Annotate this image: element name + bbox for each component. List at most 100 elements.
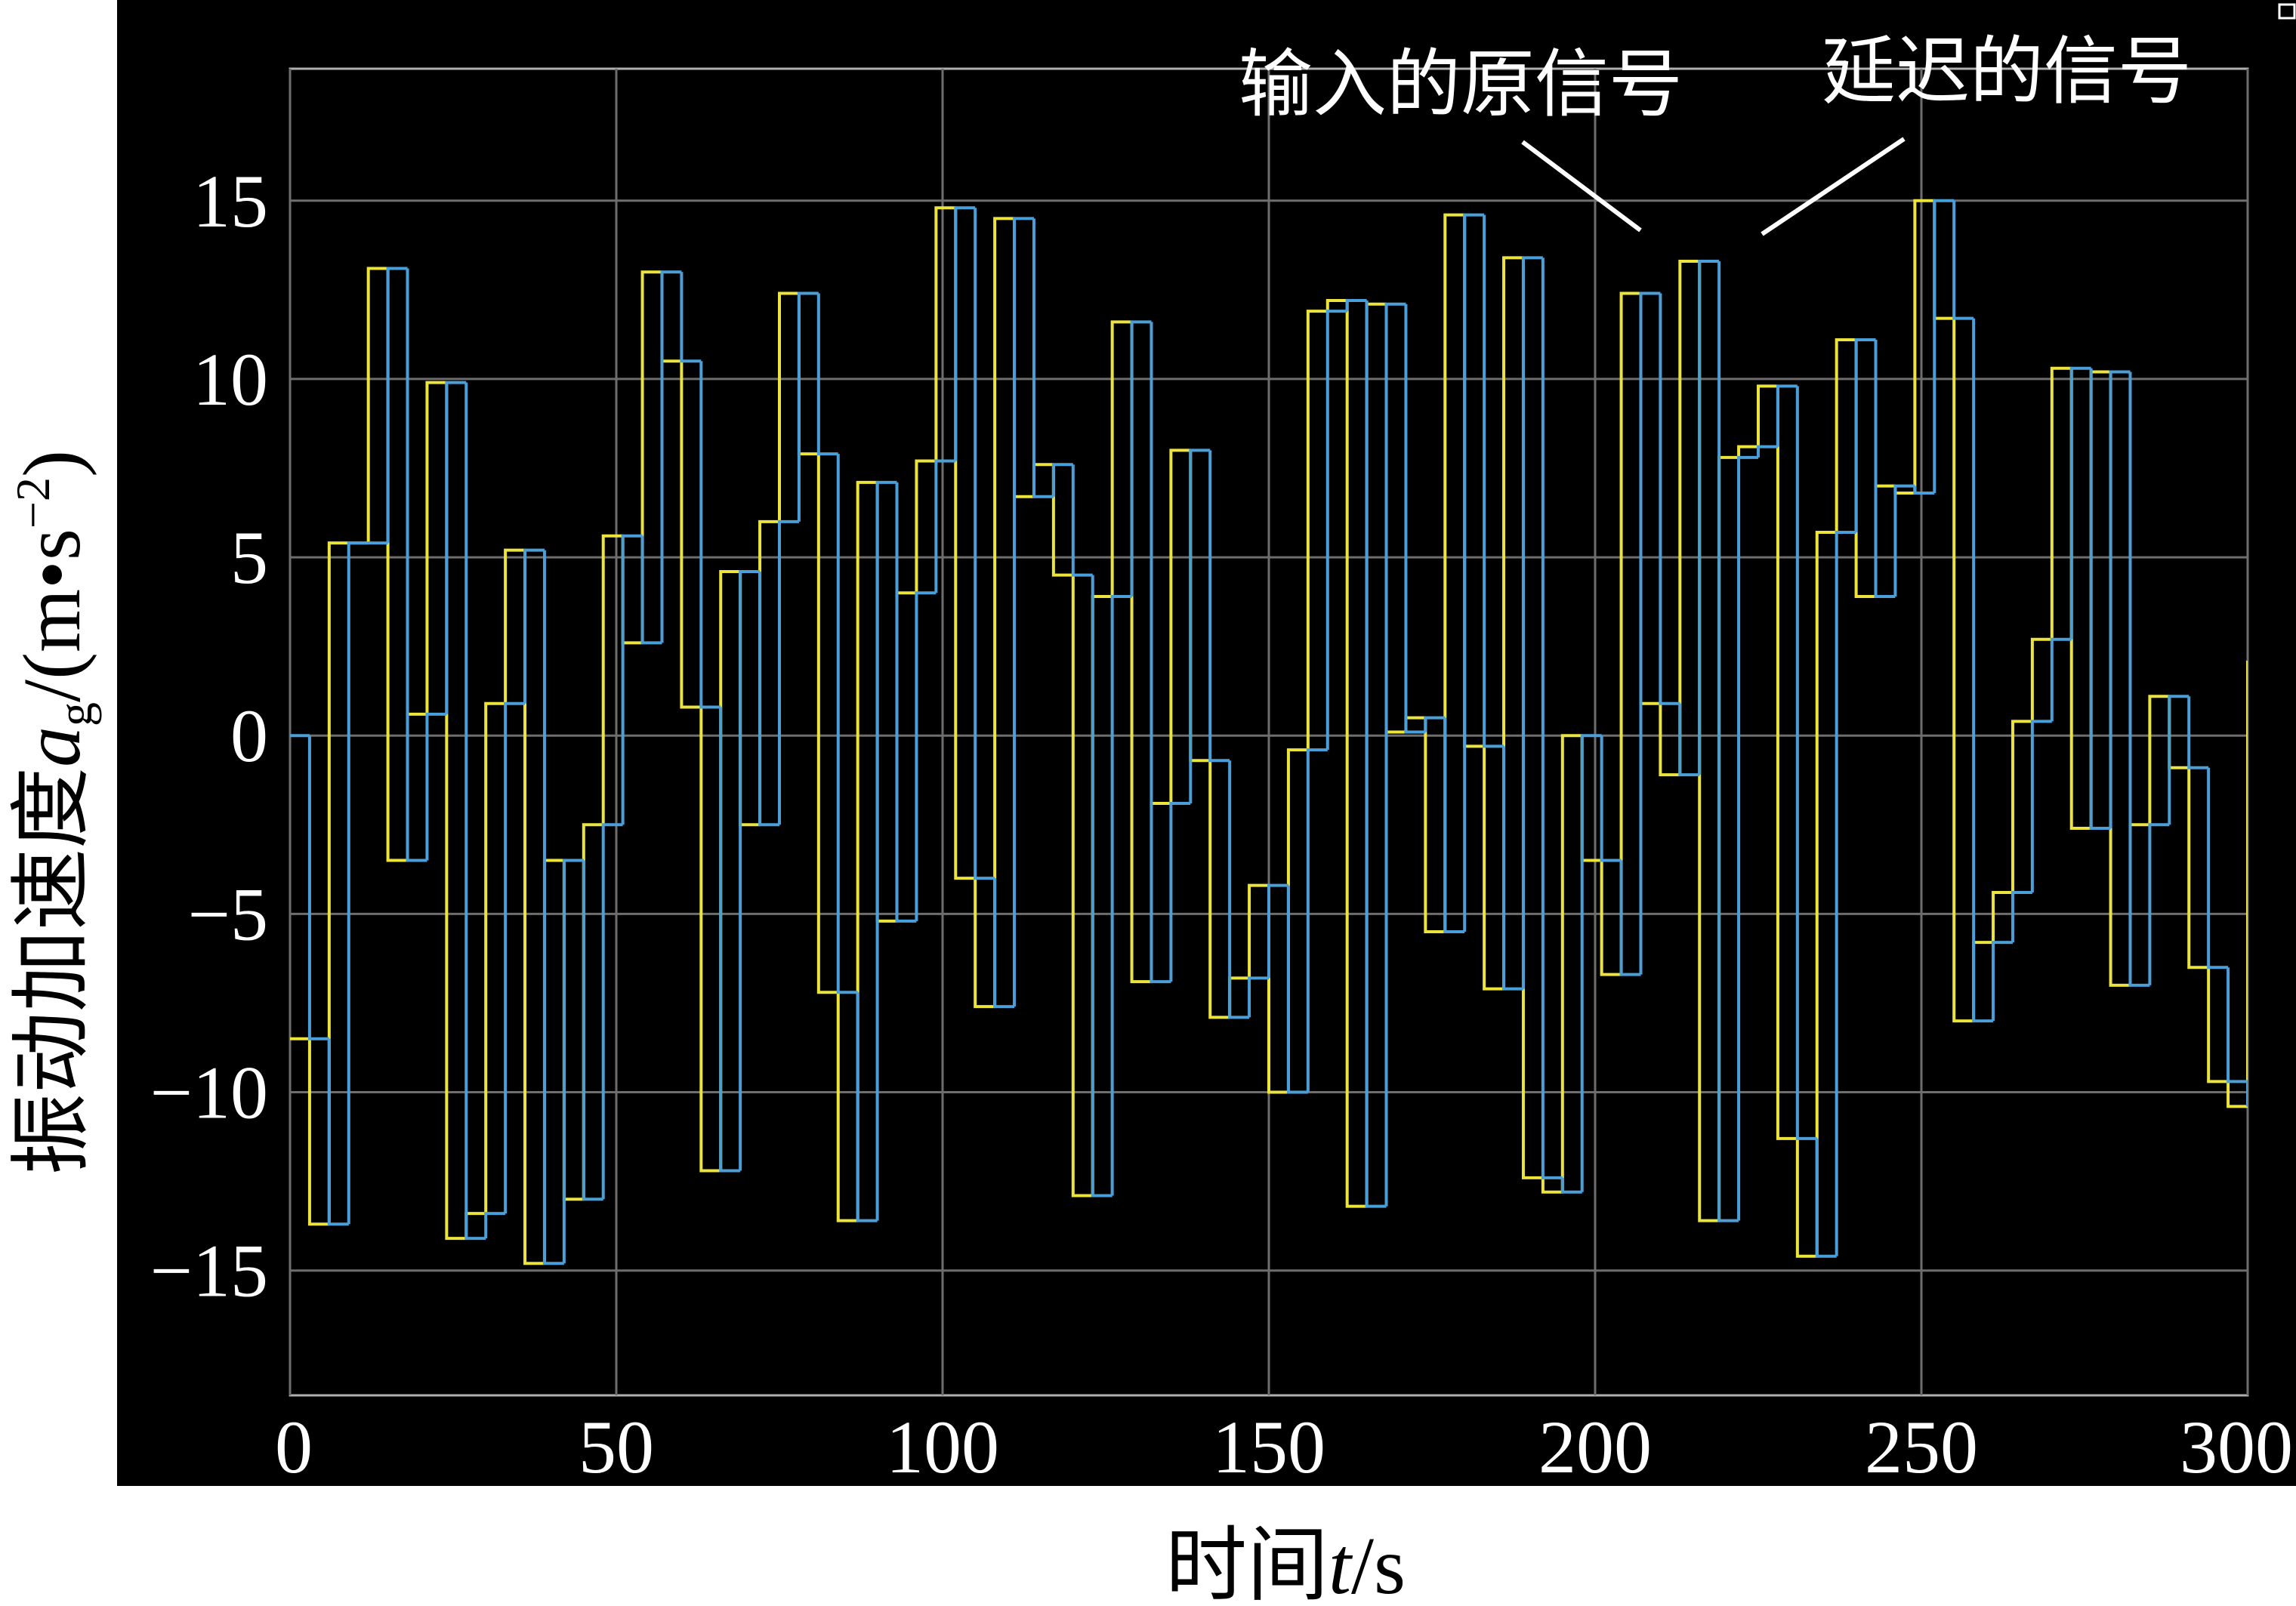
step-segment: [1795, 386, 1817, 1140]
step-segment: [307, 1038, 329, 1226]
step-segment: [2168, 695, 2190, 825]
y-tick-label: 0: [230, 694, 268, 778]
step-segment: [1502, 746, 1523, 991]
step-segment: [1913, 485, 1935, 495]
step-segment: [1619, 860, 1641, 976]
step-segment: [1208, 450, 1230, 763]
step-segment: [1815, 1138, 1837, 1258]
y-label-close: ): [8, 450, 97, 477]
step-segment: [1913, 199, 1935, 494]
step-segment: [1795, 1138, 1817, 1258]
step-segment: [2011, 891, 2032, 943]
step-segment: [640, 270, 662, 643]
step-segment: [1560, 734, 1582, 1192]
step-segment: [993, 217, 1015, 1007]
step-segment: [1483, 214, 1504, 748]
step-segment: [1208, 760, 1230, 1019]
step-segment: [1032, 218, 1054, 498]
annotation: 延迟的信号: [1822, 29, 2192, 115]
step-segment: [1443, 213, 1465, 932]
step-segment: [2227, 967, 2248, 1084]
step-segment: [2187, 767, 2209, 969]
step-segment: [1952, 318, 1974, 1023]
y-axis-label: 振动加速度ag/(m•s−2): [6, 450, 102, 1175]
step-segment: [974, 208, 995, 880]
step-segment: [582, 860, 603, 1201]
step-segment: [1424, 717, 1446, 933]
step-segment: [816, 293, 838, 456]
step-segment: [699, 361, 721, 709]
annotation-pointer: [1761, 137, 1906, 236]
annotation-pointer: [1521, 140, 1642, 233]
step-segment: [934, 206, 956, 461]
step-segment: [2030, 720, 2052, 893]
step-segment: [2030, 637, 2052, 722]
step-segment: [1325, 310, 1347, 751]
step-segment: [523, 548, 545, 704]
series: [290, 199, 2248, 1265]
step-segment: [307, 735, 329, 1040]
step-segment: [1541, 1177, 1563, 1194]
y-label-unit: /(m•s: [8, 529, 97, 702]
step-segment: [934, 459, 956, 593]
step-segment: [1110, 320, 1132, 597]
y-tick-label: 15: [193, 159, 268, 243]
step-segment: [974, 878, 995, 1009]
step-segment: [680, 361, 702, 709]
step-segment: [797, 291, 819, 522]
step-segment: [699, 707, 721, 1173]
step-segment: [993, 878, 1015, 1009]
step-segment: [1854, 338, 1876, 533]
step-segment: [1737, 445, 1758, 458]
step-segment: [542, 550, 564, 1265]
step-segment: [601, 823, 623, 1200]
x-axis-label: 时间t/s: [1165, 1521, 1406, 1606]
step-segment: [1110, 595, 1132, 1196]
step-segment: [386, 267, 408, 544]
step-segment: [464, 382, 486, 1241]
step-segment: [1600, 735, 1622, 862]
step-segment: [523, 550, 545, 1265]
step-segment: [2227, 1081, 2248, 1108]
step-segment: [1071, 464, 1093, 577]
step-segment: [1286, 885, 1308, 1094]
step-segment: [778, 519, 799, 825]
step-segment: [2069, 366, 2091, 640]
step-segment: [2207, 967, 2229, 1084]
y-label-subscript: g: [48, 702, 102, 726]
step-segment: [915, 591, 937, 921]
step-segment: [1169, 449, 1191, 803]
step-segment: [1560, 1177, 1582, 1194]
step-segment: [1248, 883, 1269, 979]
step-segment: [327, 541, 349, 1225]
step-segment: [1992, 941, 2013, 1022]
step-segment: [660, 270, 682, 643]
step-segment: [1228, 760, 1250, 1019]
step-segment: [856, 992, 878, 1222]
step-segment: [2089, 368, 2111, 831]
step-segment: [1639, 291, 1661, 975]
step-segment: [1659, 703, 1680, 777]
x-label-unit: /s: [1351, 1521, 1406, 1606]
step-segment: [816, 454, 838, 994]
step-segment: [836, 454, 858, 994]
step-segment: [1051, 463, 1073, 497]
step-segment: [484, 1212, 506, 1239]
step-segment: [1306, 310, 1328, 751]
step-segment: [856, 480, 878, 1221]
step-segment: [1463, 213, 1485, 932]
step-segment: [1972, 318, 1994, 1023]
step-segment: [2187, 696, 2209, 769]
step-segment: [445, 381, 467, 714]
step-segment: [1071, 575, 1093, 1198]
step-segment: [1521, 256, 1543, 989]
step-segment: [2207, 767, 2229, 969]
step-segment: [739, 569, 761, 1171]
step-segment: [1580, 734, 1602, 1192]
step-segment: [895, 482, 917, 923]
step-segment: [1659, 293, 1680, 705]
step-segment: [954, 206, 976, 461]
step-segment: [1443, 717, 1465, 933]
step-segment: [2148, 695, 2170, 825]
step-segment: [1600, 860, 1622, 976]
